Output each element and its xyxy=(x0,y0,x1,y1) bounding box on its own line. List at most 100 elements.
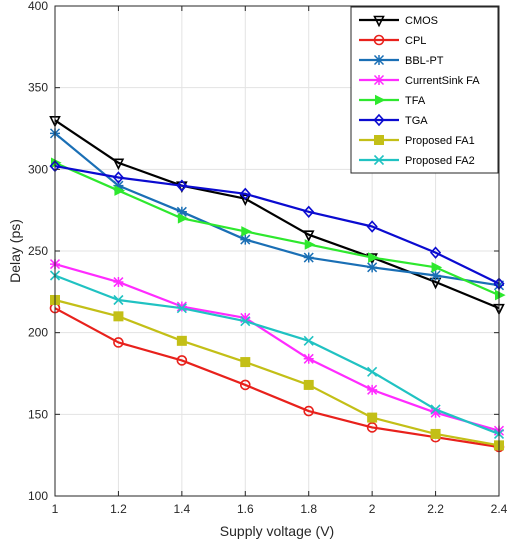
data-point-currentsink-fa xyxy=(367,384,378,395)
y-axis-label: Delay (ps) xyxy=(7,219,23,283)
y-tick-label: 350 xyxy=(28,81,48,95)
legend-label: TFA xyxy=(405,95,426,107)
legend-label: BBL-PT xyxy=(405,55,444,67)
legend-label: CurrentSink FA xyxy=(405,75,480,87)
legend-label: Proposed FA1 xyxy=(405,135,475,147)
x-tick-label: 1.8 xyxy=(300,502,317,516)
data-point-proposed-fa1 xyxy=(367,412,378,423)
data-point-currentsink-fa xyxy=(303,353,314,364)
x-tick-label: 1.2 xyxy=(110,502,127,516)
y-tick-label: 200 xyxy=(28,326,48,340)
data-point-bbl-pt xyxy=(430,270,441,281)
x-axis-label: Supply voltage (V) xyxy=(220,523,334,539)
legend-item-cpl: CPL xyxy=(359,34,426,47)
data-point-proposed-fa2 xyxy=(240,316,251,327)
legend-item-tfa: TFA xyxy=(359,94,426,107)
data-point-cpl xyxy=(176,355,188,366)
legend: CMOS CPL BBL-PT CurrentSink FA TFA TGA Propose… xyxy=(350,6,499,174)
legend-label: TGA xyxy=(405,115,428,127)
data-point-cmos xyxy=(302,230,315,242)
data-point-tga xyxy=(112,171,125,184)
series-line-cpl xyxy=(54,307,500,449)
data-point-currentsink-fa xyxy=(240,312,251,323)
legend-marker xyxy=(373,113,385,127)
data-point-tfa xyxy=(495,289,506,301)
data-point-currentsink-fa xyxy=(430,407,441,418)
data-point-tfa xyxy=(177,213,189,224)
data-point-proposed-fa2 xyxy=(367,366,378,377)
data-point-tfa xyxy=(431,262,443,273)
legend-label: CMOS xyxy=(405,15,438,27)
data-point-tga xyxy=(366,220,378,233)
data-point-proposed-fa1 xyxy=(430,428,441,439)
x-tick-label: 2.4 xyxy=(491,502,508,516)
data-point-cmos xyxy=(239,194,252,207)
y-tick-label: 300 xyxy=(28,162,48,176)
x-tick-label: 1 xyxy=(52,502,59,516)
series-line-tga xyxy=(54,164,500,285)
data-point-bbl-pt xyxy=(113,180,124,191)
data-point-proposed-fa2 xyxy=(430,404,441,415)
legend-marker xyxy=(375,94,386,106)
data-point-cmos xyxy=(112,158,125,171)
legend-label: CPL xyxy=(405,35,426,47)
data-point-proposed-fa2 xyxy=(303,335,314,346)
data-point-bbl-pt xyxy=(367,262,378,273)
data-point-bbl-pt xyxy=(176,206,187,217)
legend-item-cmos: CMOS xyxy=(359,15,438,28)
series-line-proposed-fa1 xyxy=(54,298,500,447)
legend-marker xyxy=(373,54,385,66)
data-point-tfa xyxy=(304,239,316,250)
data-point-tga xyxy=(176,179,188,192)
legend-marker xyxy=(374,135,384,145)
data-point-bbl-pt xyxy=(303,252,314,263)
series-line-proposed-fa2 xyxy=(54,274,500,435)
legend-item-bbl-pt: BBL-PT xyxy=(359,54,444,67)
data-point-cpl xyxy=(366,422,378,433)
data-point-proposed-fa1 xyxy=(113,311,124,322)
data-point-cpl xyxy=(113,337,124,348)
legend-marker xyxy=(373,154,385,166)
legend-item-proposed-fa1: Proposed FA1 xyxy=(359,135,475,147)
series-line-tfa xyxy=(54,161,500,297)
legend-label: Proposed FA2 xyxy=(405,155,475,167)
legend-marker xyxy=(373,74,385,86)
data-point-currentsink-fa xyxy=(176,301,187,312)
series-line-currentsink-fa xyxy=(54,263,500,432)
x-tick-label: 1.6 xyxy=(237,502,254,516)
legend-marker xyxy=(373,34,385,46)
legend-item-proposed-fa2: Proposed FA2 xyxy=(359,154,475,167)
series-proposed-fa2 xyxy=(49,270,505,439)
data-point-tga xyxy=(303,205,315,218)
data-point-proposed-fa1 xyxy=(303,379,314,390)
data-point-tga xyxy=(239,187,251,201)
x-tick-label: 2 xyxy=(369,502,376,516)
series-line-bbl-pt xyxy=(54,132,500,287)
x-tick-label: 1.4 xyxy=(174,502,191,516)
data-point-cpl xyxy=(303,405,315,417)
data-point-proposed-fa2 xyxy=(176,303,187,314)
data-point-tfa xyxy=(241,226,252,237)
legend-marker xyxy=(373,15,385,28)
y-tick-label: 150 xyxy=(28,407,48,421)
x-tick-label: 2.2 xyxy=(427,502,444,516)
data-point-cpl xyxy=(239,379,251,391)
data-point-tfa xyxy=(368,252,379,263)
series-layer xyxy=(49,116,506,453)
legend-item-tga: TGA xyxy=(359,113,428,127)
axes-layer: 1 1.2 1.4 1.6 1.8 2 2.2 2.4 100 150 200 250 300 350 40… xyxy=(28,0,508,516)
data-point-proposed-fa1 xyxy=(176,335,187,346)
y-tick-label: 400 xyxy=(28,0,48,13)
data-point-proposed-fa1 xyxy=(240,357,251,368)
data-point-proposed-fa2 xyxy=(113,294,124,306)
legend-item-currentsink-fa: CurrentSink FA xyxy=(359,74,480,87)
y-tick-label: 250 xyxy=(28,244,48,258)
data-point-tga xyxy=(429,246,442,259)
y-tick-label: 100 xyxy=(28,489,48,503)
legend-box xyxy=(350,6,499,174)
series-line-cmos xyxy=(54,119,500,310)
data-point-currentsink-fa xyxy=(113,277,124,288)
data-point-tfa xyxy=(114,185,126,196)
